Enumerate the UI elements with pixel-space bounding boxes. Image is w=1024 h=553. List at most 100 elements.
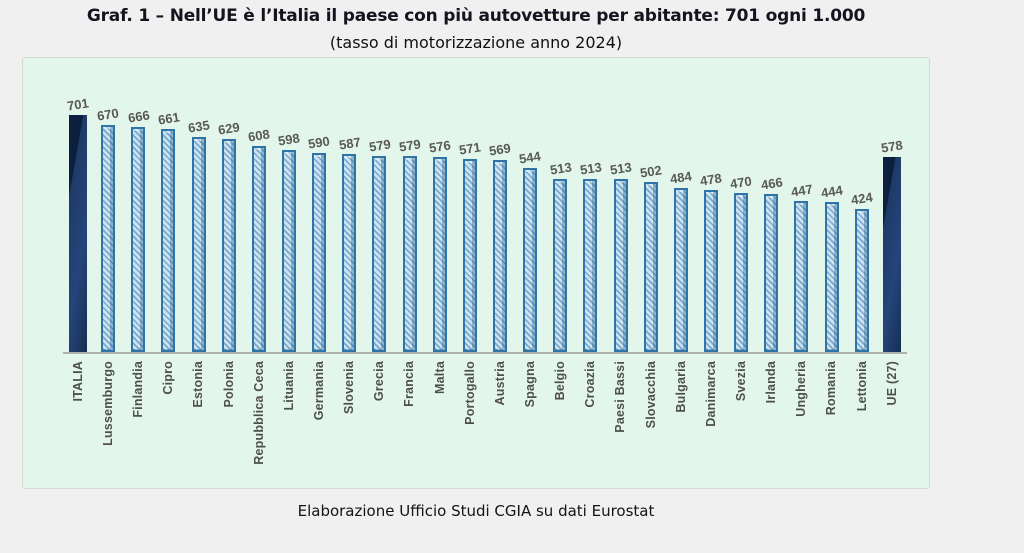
bar <box>643 182 658 352</box>
category-slot: Svezia <box>726 356 756 486</box>
bar-slot: 444 <box>817 58 847 352</box>
category-label: Paesi Bassi <box>613 361 628 433</box>
bar-value-label: 629 <box>216 119 241 138</box>
bar-slot: 579 <box>364 58 394 352</box>
bar-value-label: 579 <box>367 136 392 155</box>
bar-value-label: 513 <box>608 159 633 178</box>
bar <box>432 157 447 352</box>
bar-slot: 608 <box>244 58 274 352</box>
source-caption: Elaborazione Ufficio Studi CGIA su dati … <box>297 502 655 520</box>
bar-value-label: 444 <box>819 182 844 201</box>
category-label: Spagna <box>522 361 537 408</box>
bar-slot: 587 <box>334 58 364 352</box>
bar-slot: 670 <box>93 58 123 352</box>
category-label: Portogallo <box>462 361 477 425</box>
bar <box>372 156 387 352</box>
category-label: Slovenia <box>342 361 357 415</box>
category-label: Lituania <box>281 361 296 411</box>
category-slot: Slovacchia <box>636 356 666 486</box>
category-slot: Lituania <box>274 356 304 486</box>
category-slot: Polonia <box>214 356 244 486</box>
category-slot: Repubblica Ceca <box>244 356 274 486</box>
category-label: Finlandia <box>131 361 146 418</box>
bar <box>131 127 146 352</box>
category-slot: Portogallo <box>455 356 485 486</box>
bar-value-label: 666 <box>126 107 151 126</box>
bar <box>734 193 749 352</box>
bar <box>613 179 628 352</box>
chart-area: 701 670 666 661 635 629 608 598 590 587 579 579 576 5… <box>22 57 930 489</box>
bar <box>191 137 206 352</box>
bar <box>161 129 176 352</box>
bar-value-label: 513 <box>578 159 603 178</box>
bar-value-label: 571 <box>458 139 482 158</box>
category-slot: Lettonia <box>847 356 877 486</box>
bar <box>764 194 779 352</box>
category-slot: Spagna <box>515 356 545 486</box>
category-slot: Finlandia <box>123 356 153 486</box>
bar-value-label: 635 <box>186 117 211 136</box>
bar <box>462 159 477 352</box>
bar-value-label: 484 <box>669 168 693 187</box>
bar-slot: 544 <box>515 58 545 352</box>
bar-slot: 478 <box>696 58 726 352</box>
bar-value-label: 598 <box>277 130 301 149</box>
bar-highlighted <box>882 157 901 352</box>
category-label: Belgio <box>553 361 568 401</box>
bar-value-label: 569 <box>488 140 512 159</box>
category-label: Croazia <box>583 361 598 408</box>
category-label: Bulgaria <box>673 361 688 413</box>
bar-plot: 701 670 666 661 635 629 608 598 590 587 579 579 576 5… <box>63 58 907 354</box>
bar <box>101 125 116 352</box>
chart-subtitle: (tasso di motorizzazione anno 2024) <box>329 33 623 52</box>
bar-slot: 424 <box>847 58 877 352</box>
bar-slot: 571 <box>455 58 485 352</box>
bar <box>342 154 357 352</box>
category-slot: Estonia <box>184 356 214 486</box>
category-label: Slovacchia <box>643 361 658 429</box>
category-slot: Ungheria <box>786 356 816 486</box>
bar-slot: 635 <box>184 58 214 352</box>
category-label: Germania <box>311 361 326 421</box>
bar-slot: 470 <box>726 58 756 352</box>
bar <box>221 139 236 352</box>
category-slot: Francia <box>395 356 425 486</box>
category-label: Lettonia <box>854 361 869 412</box>
bar-slot: 661 <box>153 58 183 352</box>
bar <box>794 201 809 352</box>
bar-highlighted <box>69 115 88 352</box>
category-label: Grecia <box>372 361 387 402</box>
bar-value-label: 579 <box>397 136 422 155</box>
category-label: Repubblica Ceca <box>251 361 266 465</box>
category-slot: Malta <box>425 356 455 486</box>
category-slot: Germania <box>304 356 334 486</box>
category-slot: Paesi Bassi <box>606 356 636 486</box>
bar-value-label: 608 <box>247 126 271 145</box>
bar-value-label: 701 <box>66 95 90 114</box>
category-slot: Bulgaria <box>666 356 696 486</box>
bar-slot: 598 <box>274 58 304 352</box>
category-slot: Lussemburgo <box>93 356 123 486</box>
category-label: Romania <box>824 361 839 416</box>
bar <box>553 179 568 352</box>
bar-slot: 466 <box>756 58 786 352</box>
category-label: Cipro <box>161 361 176 395</box>
bar-slot: 701 <box>63 58 93 352</box>
bar <box>282 150 297 352</box>
bar-value-label: 513 <box>548 159 573 178</box>
category-slot: Cipro <box>153 356 183 486</box>
bar-value-label: 502 <box>638 162 663 181</box>
bar-slot: 447 <box>786 58 816 352</box>
category-slot: Romania <box>817 356 847 486</box>
bar <box>523 168 538 352</box>
category-slot: Austria <box>485 356 515 486</box>
bar <box>312 153 327 352</box>
bar-value-label: 544 <box>518 148 543 167</box>
bar-slot: 502 <box>636 58 666 352</box>
bar-slot: 579 <box>395 58 425 352</box>
bar-slot: 513 <box>606 58 636 352</box>
bar-slot: 578 <box>877 58 907 352</box>
category-slot: Grecia <box>364 356 394 486</box>
bar <box>402 156 417 352</box>
